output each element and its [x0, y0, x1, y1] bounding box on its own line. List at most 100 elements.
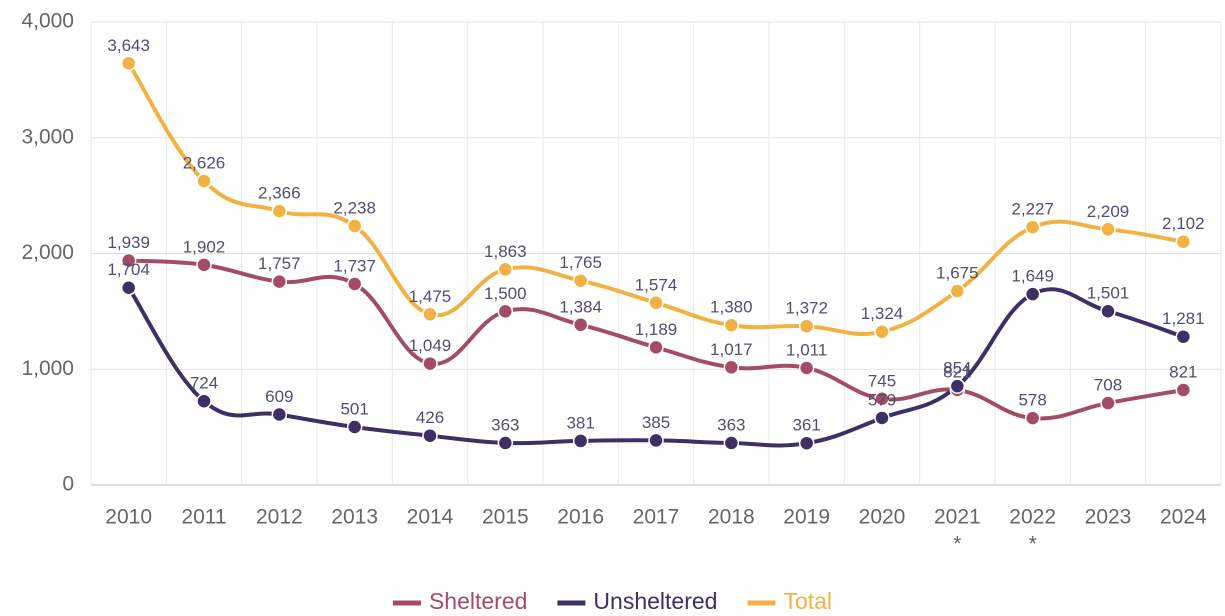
- point: [120, 280, 137, 296]
- x-tick-label: 2019: [783, 506, 830, 529]
- point: [120, 55, 137, 72]
- data-label: 2,102: [1162, 214, 1205, 233]
- data-label: 361: [792, 416, 820, 435]
- data-label: 579: [868, 390, 896, 409]
- data-label: 1,574: [635, 275, 678, 294]
- x-tick-label: 2023: [1085, 506, 1132, 529]
- point: [874, 323, 890, 340]
- point: [572, 433, 589, 449]
- data-label: 2,209: [1087, 202, 1130, 221]
- data-label: 1,011: [786, 340, 827, 359]
- data-label: 609: [265, 387, 293, 406]
- point: [497, 303, 514, 320]
- x-tick-label: 2013: [331, 506, 378, 529]
- data-label: 1,324: [861, 304, 904, 323]
- point: [422, 306, 438, 323]
- data-label: 1,675: [936, 264, 979, 283]
- data-label: 854: [943, 359, 971, 378]
- point: [798, 435, 815, 451]
- point: [1024, 410, 1041, 426]
- data-label: 426: [416, 408, 444, 427]
- point: [723, 435, 740, 451]
- point: [120, 252, 137, 269]
- data-label: 363: [491, 415, 519, 434]
- data-label: 1,863: [484, 242, 527, 261]
- point: [723, 359, 740, 376]
- data-label: 1,017: [710, 340, 753, 359]
- point: [1024, 286, 1041, 302]
- data-label: 1,737: [333, 256, 376, 275]
- point: [271, 406, 288, 423]
- x-tick-label: 2012: [256, 506, 303, 529]
- y-tick-label: 1,000: [21, 357, 74, 380]
- data-label: 708: [1094, 376, 1122, 395]
- point: [271, 273, 288, 290]
- point: [798, 360, 815, 376]
- point: [497, 261, 514, 278]
- point: [346, 276, 363, 292]
- point: [648, 295, 664, 311]
- point: [1175, 382, 1192, 398]
- data-label: 821: [1169, 362, 1197, 381]
- point: [1100, 221, 1116, 238]
- legend-label: Unsheltered: [593, 588, 717, 614]
- point: [1024, 219, 1041, 235]
- data-label: 1,384: [559, 297, 602, 316]
- y-tick-label: 2,000: [21, 241, 74, 264]
- data-label: 1,765: [559, 253, 602, 272]
- data-label: 1,757: [258, 254, 301, 273]
- point: [1175, 328, 1192, 345]
- point: [1100, 395, 1116, 411]
- data-label: 1,380: [710, 298, 753, 317]
- data-label: 1,189: [635, 320, 678, 339]
- x-tick-label: 2020: [859, 506, 906, 529]
- point: [572, 317, 589, 333]
- data-label: 1,649: [1011, 267, 1054, 286]
- data-label: 1,501: [1087, 284, 1130, 303]
- point: [196, 257, 212, 273]
- data-label: 2,626: [183, 154, 226, 173]
- legend: Sheltered Unsheltered Total: [392, 588, 832, 614]
- point: [798, 318, 815, 334]
- data-label: 1,902: [183, 237, 226, 256]
- series-line: [126, 62, 1184, 337]
- x-tick-label: 2022: [1009, 506, 1056, 529]
- point: [346, 218, 363, 234]
- series-line: [128, 258, 1184, 421]
- point: [422, 427, 438, 444]
- y-tick-label: 3,000: [21, 125, 74, 148]
- x-note: *: [953, 533, 961, 556]
- data-label: 2,238: [333, 198, 376, 217]
- x-tick-label: 2014: [407, 506, 454, 529]
- data-label: 578: [1018, 391, 1046, 410]
- point: [196, 393, 212, 409]
- x-tick-label: 2015: [482, 506, 529, 529]
- data-label: 821: [943, 362, 971, 381]
- data-label: 724: [190, 374, 218, 393]
- y-tick-label: 0: [62, 473, 74, 496]
- x-tick-label: 2024: [1160, 506, 1207, 529]
- x-tick-label: 2021: [934, 506, 981, 529]
- y-tick-label: 4,000: [21, 10, 74, 33]
- point: [648, 339, 664, 356]
- data-label: 501: [340, 399, 368, 418]
- data-label: 1,939: [107, 233, 150, 252]
- point: [874, 410, 890, 426]
- data-label: 1,500: [484, 284, 527, 303]
- data-label: 1,049: [409, 336, 452, 355]
- point: [497, 435, 514, 451]
- point: [949, 283, 966, 299]
- x-tick-label: 2016: [557, 506, 604, 529]
- data-label: 3,643: [107, 36, 150, 55]
- data-label: 745: [868, 371, 896, 390]
- data-label: 385: [642, 413, 670, 432]
- point: [1100, 303, 1116, 320]
- point: [346, 419, 363, 435]
- x-note: *: [1029, 533, 1037, 556]
- data-label: 1,372: [785, 299, 828, 318]
- point: [874, 391, 890, 407]
- legend-label: Sheltered: [429, 588, 527, 614]
- point: [422, 355, 438, 372]
- data-label: 363: [717, 415, 745, 434]
